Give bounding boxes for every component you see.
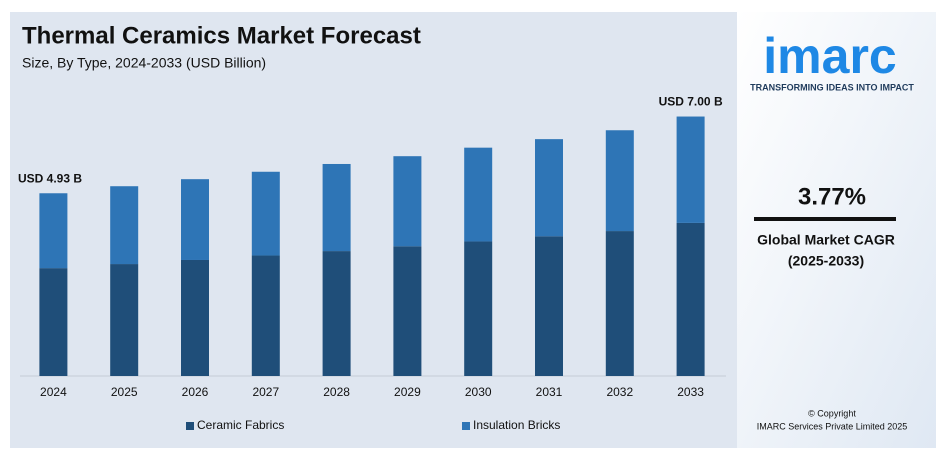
total-label: USD 4.93 B bbox=[18, 171, 82, 185]
side-panel bbox=[737, 12, 936, 448]
x-tick-label: 2027 bbox=[252, 385, 279, 399]
bar-segment bbox=[110, 264, 139, 376]
x-tick-label: 2033 bbox=[677, 385, 704, 399]
cagr-period: (2025-2033) bbox=[788, 253, 864, 269]
bar-segment bbox=[393, 246, 422, 376]
bar-segment bbox=[322, 251, 351, 376]
chart-title: Thermal Ceramics Market Forecast bbox=[22, 22, 421, 49]
bar-segment bbox=[110, 186, 139, 265]
cagr-value: 3.77% bbox=[798, 183, 866, 210]
copyright: © Copyright bbox=[808, 408, 856, 418]
x-tick-label: 2032 bbox=[606, 385, 633, 399]
bar-segment bbox=[535, 139, 563, 237]
bar-segment bbox=[676, 116, 705, 223]
legend-swatch bbox=[462, 422, 470, 430]
x-tick-label: 2030 bbox=[465, 385, 492, 399]
cagr-label: Global Market CAGR bbox=[757, 232, 895, 248]
bar-segment bbox=[181, 259, 209, 376]
x-tick-label: 2025 bbox=[111, 385, 138, 399]
x-tick-label: 2024 bbox=[40, 385, 67, 399]
x-tick-label: 2028 bbox=[323, 385, 350, 399]
x-tick-label: 2029 bbox=[394, 385, 421, 399]
x-tick-label: 2026 bbox=[182, 385, 209, 399]
bar-segment bbox=[39, 193, 68, 269]
bar-segment bbox=[464, 241, 493, 376]
legend-label: Insulation Bricks bbox=[473, 418, 560, 432]
legend-label: Ceramic Fabrics bbox=[197, 418, 284, 432]
bar-segment bbox=[535, 236, 563, 376]
company: IMARC Services Private Limited 2025 bbox=[757, 421, 908, 431]
total-label: USD 7.00 B bbox=[659, 95, 723, 109]
legend-swatch bbox=[186, 422, 194, 430]
bar-segment bbox=[605, 231, 634, 376]
tagline: TRANSFORMING IDEAS INTO IMPACT bbox=[750, 82, 914, 92]
bar-segment bbox=[322, 163, 351, 252]
x-tick-label: 2031 bbox=[536, 385, 563, 399]
chart-subtitle: Size, By Type, 2024-2033 (USD Billion) bbox=[22, 55, 266, 71]
bar-segment bbox=[676, 222, 705, 376]
bar-segment bbox=[251, 255, 280, 376]
bar-segment bbox=[181, 179, 209, 260]
bar-segment bbox=[605, 130, 634, 232]
bar-segment bbox=[393, 156, 422, 247]
bar-segment bbox=[251, 171, 280, 256]
logo: imarc bbox=[763, 28, 896, 84]
bar-segment bbox=[39, 268, 68, 376]
bar-segment bbox=[464, 147, 493, 242]
